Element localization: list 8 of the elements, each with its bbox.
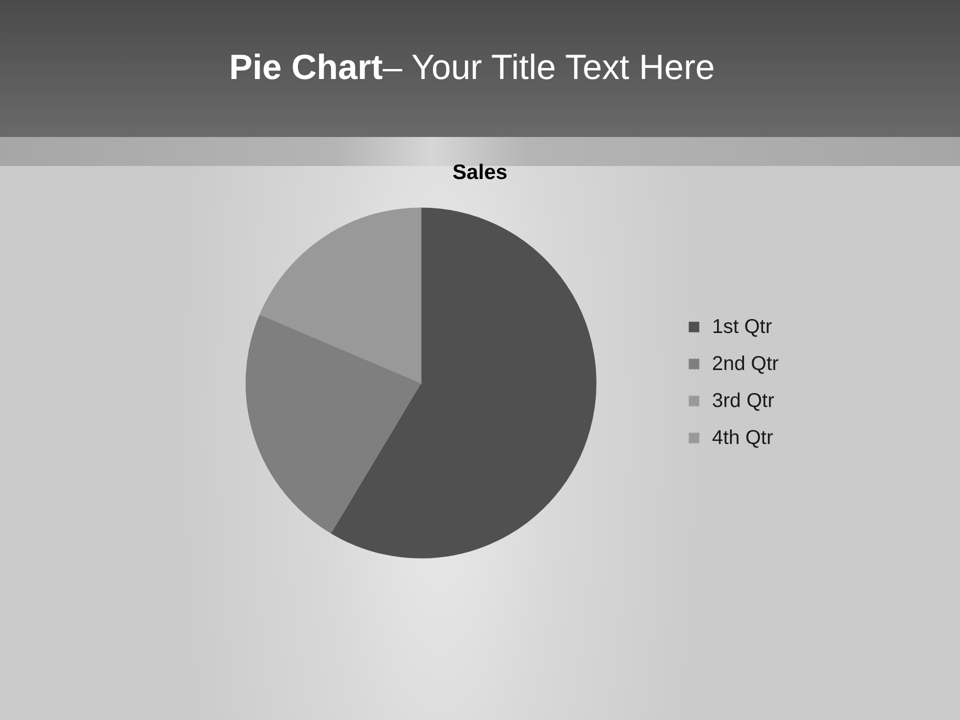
chart-title: Pie Chart– Your Title Text Here (228, 47, 716, 89)
legend-label: 4th Qtr (712, 427, 774, 449)
legend-label: 1st Qtr (712, 316, 772, 338)
legend-label: 2nd Qtr (712, 353, 780, 375)
pie-slice (246, 314, 422, 534)
legend-label: 3rd Qtr (712, 390, 775, 412)
chart-subtitle: Sales (452, 161, 508, 185)
pie-slice (330, 208, 596, 558)
